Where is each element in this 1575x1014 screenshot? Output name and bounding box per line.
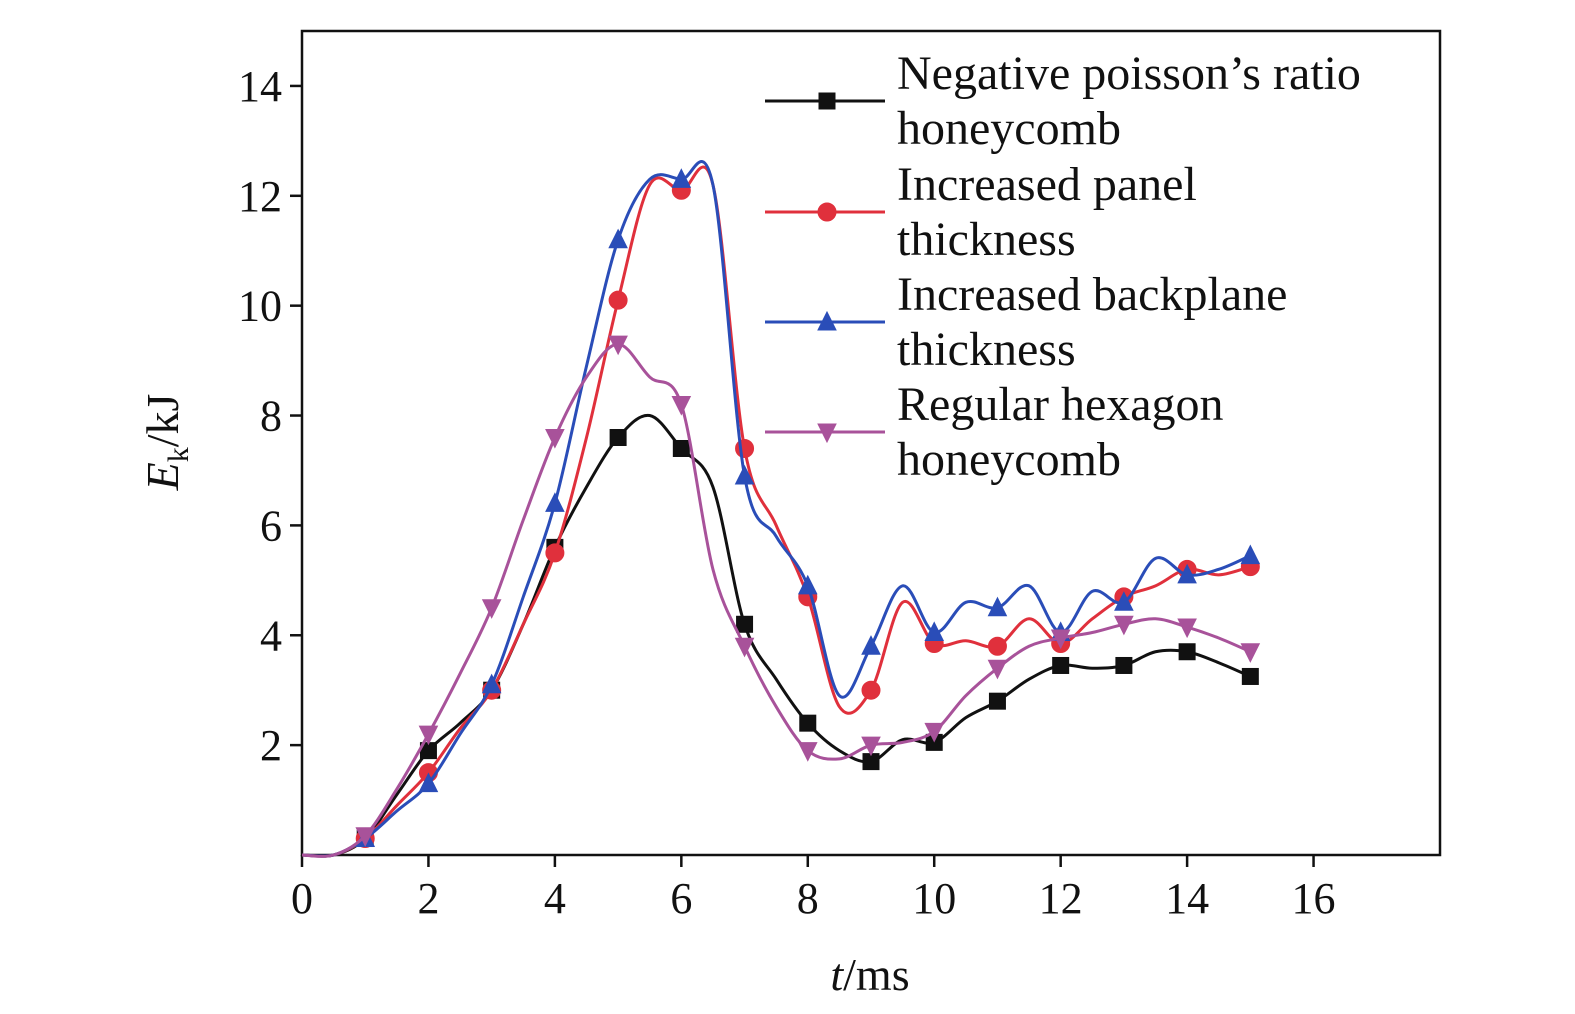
data-point (987, 596, 1008, 617)
legend-label: thickness (897, 213, 1076, 266)
legend-label: honeycomb (897, 102, 1121, 155)
x-tick-label: 12 (1039, 874, 1083, 923)
y-tick-label: 4 (260, 611, 282, 660)
data-point (988, 692, 1006, 710)
legend-label: honeycomb (897, 433, 1121, 486)
x-tick-label: 0 (291, 874, 313, 923)
data-point (355, 827, 376, 847)
data-point (861, 635, 881, 655)
legend-label: Increased backplane (897, 268, 1287, 321)
data-point (418, 772, 439, 793)
data-point (671, 396, 692, 416)
data-point (608, 290, 628, 310)
y-tick-label: 12 (238, 172, 282, 221)
x-tick-label: 14 (1165, 874, 1209, 923)
data-point (481, 673, 502, 694)
data-point (1240, 544, 1261, 565)
legend-label: Negative poisson’s ratio (897, 47, 1361, 100)
data-point (609, 429, 627, 447)
data-point (861, 680, 881, 700)
legend-label: Increased panel (897, 158, 1197, 211)
legend-swatch-marker (817, 423, 837, 444)
series-layer (301, 160, 1261, 858)
legend-label: Regular hexagon (897, 378, 1224, 431)
x-axis-title: t/ms (830, 949, 909, 1000)
x-tick-label: 16 (1292, 874, 1336, 923)
y-tick-label: 2 (260, 721, 282, 770)
data-point (987, 659, 1008, 680)
data-point (1052, 656, 1070, 674)
data-point (1177, 563, 1197, 584)
data-point (799, 714, 817, 732)
data-point (1114, 591, 1134, 611)
y-tick-label: 10 (238, 282, 282, 331)
data-point (797, 574, 818, 595)
x-tick-label: 8 (797, 874, 819, 923)
data-point (1050, 629, 1071, 650)
series-4 (301, 335, 1261, 858)
data-point (1114, 615, 1134, 636)
x-tick-label: 10 (912, 874, 956, 923)
data-point (481, 599, 502, 619)
legend-label: thickness (897, 323, 1076, 376)
y-tick-label: 6 (260, 501, 282, 550)
data-point (545, 429, 565, 449)
data-point (671, 168, 692, 188)
series-line (301, 413, 1251, 858)
legend-swatch-marker (817, 310, 837, 331)
data-point (734, 464, 755, 485)
legend: Negative poisson’s ratiohoneycombIncreas… (765, 47, 1361, 486)
legend-swatch-marker (817, 202, 837, 222)
data-point (924, 722, 945, 743)
data-point (418, 725, 439, 746)
y-tick-label: 8 (260, 392, 282, 441)
data-point (1177, 618, 1197, 639)
data-point (545, 543, 565, 563)
data-point (1178, 643, 1196, 661)
data-point (797, 742, 818, 762)
data-point (672, 439, 690, 457)
legend-swatch-marker (818, 92, 836, 110)
data-point (1115, 656, 1133, 674)
y-axis-title: Ek/kJ (137, 394, 195, 492)
x-tick-label: 6 (670, 874, 692, 923)
y-tick-label: 14 (238, 62, 282, 111)
data-point (735, 438, 755, 458)
data-point (924, 621, 945, 642)
data-point (734, 637, 755, 658)
axis-ticks: 0 2 4 6 8 10 12 14 16 2 4 6 8 10 12 14 (238, 62, 1336, 923)
data-point (1241, 667, 1259, 685)
data-point (1240, 643, 1261, 663)
plot-frame (300, 29, 1442, 857)
data-point (608, 228, 628, 249)
data-point (861, 736, 881, 757)
data-point (545, 492, 565, 512)
data-point (987, 636, 1007, 656)
x-tick-label: 4 (544, 874, 566, 923)
series-line (301, 342, 1251, 858)
series-line (301, 160, 1251, 858)
data-point (608, 335, 628, 356)
data-point (736, 615, 754, 633)
x-tick-label: 2 (417, 874, 439, 923)
series-3 (301, 160, 1261, 858)
